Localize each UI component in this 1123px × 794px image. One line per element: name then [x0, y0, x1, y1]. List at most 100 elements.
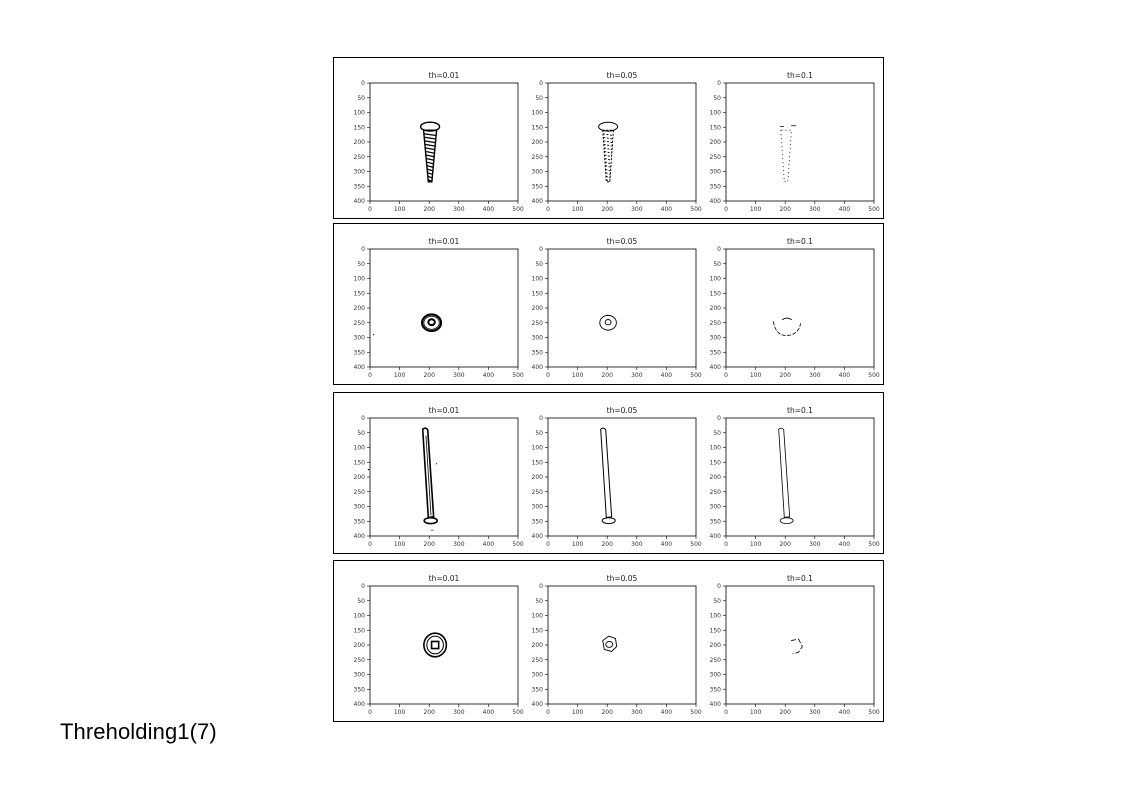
panel-title: th=0.01 [429, 406, 460, 415]
x-tick-label: 0 [368, 709, 372, 716]
y-tick-label: 400 [532, 701, 544, 708]
nail-shaft [600, 427, 613, 518]
y-tick-label: 200 [354, 139, 366, 146]
nut-edges [602, 635, 618, 652]
y-tick-label: 350 [354, 349, 366, 356]
x-tick-label: 200 [423, 541, 435, 548]
figure-row-washer: th=0.01 0 50 100 150 200 250 300 350 400 0 100 200 30… [333, 223, 884, 385]
y-tick-label: 50 [535, 95, 543, 102]
screw-thread [426, 161, 434, 165]
y-tick-label: 200 [710, 642, 722, 649]
screw-thread [603, 140, 613, 144]
y-tick-label: 250 [710, 154, 722, 161]
y-tick-label: 0 [539, 583, 543, 590]
nut-outer-ring [602, 635, 618, 652]
y-tick-label: 150 [710, 627, 722, 634]
y-tick-label: 50 [535, 430, 543, 437]
y-tick-label: 250 [354, 489, 366, 496]
y-tick-label: 0 [717, 80, 721, 87]
y-tick-label: 300 [710, 504, 722, 511]
y-tick-label: 400 [710, 198, 722, 205]
y-tick-label: 350 [354, 518, 366, 525]
screw-thread [427, 175, 433, 179]
panel-title: th=0.1 [787, 237, 813, 246]
nut-mid-ring [426, 635, 444, 655]
y-tick-label: 100 [710, 445, 722, 452]
y-tick-label: 250 [532, 657, 544, 664]
x-tick-label: 500 [512, 709, 524, 716]
nut-hole [605, 641, 614, 648]
screw-thread [603, 136, 614, 140]
y-tick-label: 0 [717, 415, 721, 422]
x-tick-label: 100 [394, 372, 406, 379]
plot-area [369, 82, 519, 202]
y-tick-label: 150 [710, 124, 722, 131]
x-tick-label: 300 [453, 541, 465, 548]
y-tick-label: 50 [713, 95, 721, 102]
y-tick-label: 200 [354, 474, 366, 481]
y-tick-label: 300 [354, 335, 366, 342]
noise-dot [367, 468, 370, 471]
x-tick-label: 0 [546, 206, 550, 213]
plot-area [725, 248, 875, 368]
panel-title: th=0.01 [429, 237, 460, 246]
y-tick-label: 300 [354, 504, 366, 511]
plot-area [725, 585, 875, 705]
y-tick-label: 350 [532, 686, 544, 693]
screw-thread [426, 157, 435, 161]
y-tick-label: 350 [354, 686, 366, 693]
plot-area [547, 585, 697, 705]
screw-thread [426, 164, 434, 168]
washer-outer-ring [420, 313, 443, 333]
screw-thread [427, 172, 433, 176]
y-tick-label: 150 [354, 290, 366, 297]
x-tick-label: 400 [839, 206, 851, 213]
x-tick-label: 200 [779, 206, 791, 213]
x-tick-label: 300 [453, 709, 465, 716]
x-tick-label: 200 [601, 206, 613, 213]
x-tick-label: 500 [690, 541, 702, 548]
y-tick-label: 350 [532, 183, 544, 190]
x-tick-label: 200 [601, 372, 613, 379]
screw-head [779, 125, 797, 127]
screw-thread [605, 175, 611, 179]
y-tick-label: 250 [532, 320, 544, 327]
x-tick-label: 200 [601, 709, 613, 716]
x-tick-label: 100 [394, 709, 406, 716]
y-tick-label: 300 [532, 504, 544, 511]
y-tick-label: 200 [532, 642, 544, 649]
plot-area [369, 585, 519, 705]
x-tick-label: 300 [809, 709, 821, 716]
plot-area [547, 248, 697, 368]
y-tick-label: 100 [354, 110, 366, 117]
x-tick-label: 300 [631, 541, 643, 548]
figure-row-nut: th=0.01 0 50 100 150 200 250 300 350 400 0 100 200 30… [333, 560, 884, 722]
y-tick-label: 250 [532, 154, 544, 161]
screw-thread [605, 168, 611, 172]
x-tick-label: 400 [483, 709, 495, 716]
x-tick-label: 0 [724, 709, 728, 716]
y-tick-label: 400 [354, 533, 366, 540]
screw-thread [605, 165, 612, 168]
x-tick-label: 100 [572, 709, 584, 716]
nut-outer-ring [423, 632, 448, 658]
plot-area [547, 417, 697, 537]
screw-thread [602, 133, 614, 136]
x-tick-label: 100 [572, 206, 584, 213]
panel-title: th=0.01 [429, 71, 460, 80]
y-tick-label: 250 [710, 489, 722, 496]
screw-thread [423, 133, 437, 137]
x-tick-label: 100 [572, 372, 584, 379]
washer-hole [781, 317, 792, 321]
screw-thread [425, 150, 435, 154]
screw-thread [603, 147, 613, 151]
x-tick-label: 0 [368, 206, 372, 213]
x-tick-label: 500 [868, 206, 880, 213]
y-tick-label: 0 [361, 80, 365, 87]
